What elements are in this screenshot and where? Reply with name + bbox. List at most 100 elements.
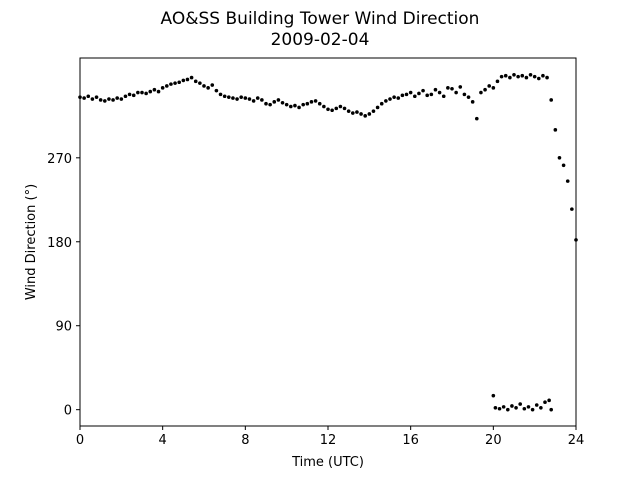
data-point	[293, 103, 297, 108]
data-point	[497, 406, 502, 411]
data-point	[276, 98, 281, 102]
data-point	[462, 92, 467, 97]
data-point	[214, 88, 219, 93]
data-point	[227, 95, 231, 99]
data-point	[193, 79, 198, 84]
data-point	[239, 95, 243, 99]
data-point	[144, 91, 148, 96]
data-point	[169, 82, 173, 86]
data-point	[152, 87, 157, 92]
data-point	[537, 76, 541, 81]
data-point	[289, 104, 293, 109]
data-point	[530, 407, 535, 412]
data-point	[231, 96, 235, 100]
data-point	[148, 89, 153, 94]
data-point	[433, 87, 438, 92]
data-point	[499, 74, 504, 79]
data-point	[165, 84, 169, 88]
x-tick-label: 16	[402, 433, 419, 448]
data-point	[483, 87, 487, 92]
data-point	[119, 97, 124, 101]
data-point	[495, 79, 500, 84]
data-point	[90, 97, 95, 101]
data-point	[547, 398, 551, 403]
data-point	[528, 72, 533, 77]
data-point	[510, 404, 514, 408]
data-point	[198, 81, 202, 85]
data-point	[421, 88, 425, 93]
data-point	[94, 95, 99, 99]
data-point	[413, 94, 417, 99]
x-tick-label: 12	[320, 433, 337, 448]
x-tick-label: 4	[159, 433, 167, 448]
data-point	[450, 86, 454, 91]
data-point	[111, 98, 115, 102]
data-point	[338, 104, 343, 109]
data-point	[247, 97, 252, 101]
data-point	[512, 72, 516, 77]
data-point	[446, 86, 450, 90]
data-point	[508, 75, 512, 80]
data-point	[454, 90, 458, 95]
data-point	[545, 75, 549, 80]
data-point	[553, 128, 558, 132]
data-point	[479, 90, 483, 95]
data-point	[493, 406, 498, 410]
data-point	[501, 405, 506, 409]
data-point	[222, 94, 227, 99]
data-point	[549, 98, 553, 102]
data-point	[131, 93, 136, 98]
x-tick-label: 0	[76, 433, 84, 448]
data-point	[136, 90, 140, 95]
data-point	[264, 101, 268, 106]
data-point	[466, 95, 471, 99]
data-point	[363, 114, 368, 118]
data-point	[317, 101, 322, 106]
x-tick-label: 8	[241, 433, 249, 448]
data-point	[384, 99, 388, 103]
data-point	[475, 116, 479, 121]
data-point	[177, 80, 181, 85]
data-point	[284, 102, 289, 107]
data-point	[334, 106, 339, 111]
data-point	[280, 100, 285, 105]
data-point	[243, 96, 248, 100]
data-point	[115, 96, 119, 100]
data-point	[491, 393, 496, 398]
data-point	[235, 97, 239, 101]
data-point	[425, 93, 430, 98]
data-point	[437, 90, 442, 95]
data-point	[470, 100, 475, 104]
data-point	[549, 407, 553, 412]
data-point	[491, 86, 496, 90]
data-point	[518, 402, 522, 406]
data-point	[346, 109, 351, 113]
data-point	[543, 400, 547, 405]
x-axis-label: Time (UTC)	[291, 455, 364, 470]
data-point	[408, 90, 413, 95]
x-tick-label: 20	[485, 433, 502, 448]
data-point	[107, 97, 111, 101]
data-point	[301, 102, 306, 107]
data-point	[417, 91, 421, 96]
data-point	[160, 86, 165, 90]
data-point	[503, 73, 508, 78]
data-point	[487, 84, 492, 88]
data-point	[189, 75, 194, 80]
data-point	[309, 100, 314, 104]
data-point	[210, 83, 215, 87]
data-point	[127, 92, 132, 97]
y-axis-label: Wind Direction (°)	[24, 184, 39, 300]
data-point	[388, 97, 392, 101]
data-point	[260, 98, 264, 102]
data-point	[272, 100, 277, 104]
data-point	[156, 89, 161, 94]
data-point	[371, 109, 376, 113]
data-point	[359, 112, 363, 116]
data-point	[441, 94, 446, 99]
data-point	[532, 74, 537, 79]
chart-subtitle: 2009-02-04	[271, 30, 370, 50]
data-point	[140, 90, 144, 95]
